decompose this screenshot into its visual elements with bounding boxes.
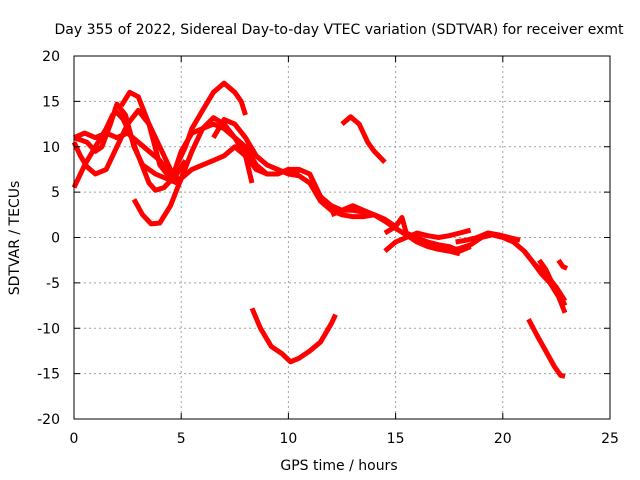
y-tick-label: -10 bbox=[37, 321, 60, 337]
series-arc-04 bbox=[73, 101, 178, 186]
y-tick-label: 20 bbox=[42, 49, 60, 65]
y-tick-label: -20 bbox=[37, 412, 60, 428]
x-tick-label: 15 bbox=[387, 431, 405, 447]
y-axis-label: SDTVAR / TECUs bbox=[7, 181, 23, 296]
x-tick-label: 25 bbox=[601, 431, 619, 447]
y-tick-label: 15 bbox=[42, 94, 60, 110]
series-arc-10 bbox=[211, 117, 398, 229]
chart-title: Day 355 of 2022, Sidereal Day-to-day VTE… bbox=[55, 22, 625, 38]
y-tick-label: -5 bbox=[46, 276, 60, 292]
series-arc-14 bbox=[383, 227, 472, 254]
y-tick-label: 5 bbox=[51, 185, 60, 201]
series-arc-12 bbox=[340, 114, 387, 164]
x-axis-label: GPS time / hours bbox=[280, 458, 397, 474]
series-arc-03 bbox=[71, 107, 184, 185]
series-arc-16 bbox=[404, 232, 568, 303]
y-tick-label: -15 bbox=[37, 367, 60, 383]
x-tick-label: 20 bbox=[494, 431, 512, 447]
x-tick-label: 10 bbox=[279, 431, 297, 447]
x-tick-label: 0 bbox=[70, 431, 79, 447]
y-tick-label: 0 bbox=[51, 231, 60, 247]
series-arc-08 bbox=[174, 80, 248, 166]
grid-lines bbox=[74, 56, 610, 419]
series-arc-17 bbox=[455, 230, 521, 245]
series-arc-20 bbox=[556, 258, 569, 271]
y-tick-label: 10 bbox=[42, 140, 60, 156]
series-arc-11 bbox=[249, 307, 338, 365]
data-series bbox=[71, 80, 569, 379]
x-tick-label: 5 bbox=[177, 431, 186, 447]
axis-ticks: 0 5 10 15 20 25 -20 -15 -10 -5 0 5 10 15 20 bbox=[37, 49, 619, 447]
series-arc-21 bbox=[526, 318, 566, 379]
series-arc-19 bbox=[537, 258, 568, 307]
